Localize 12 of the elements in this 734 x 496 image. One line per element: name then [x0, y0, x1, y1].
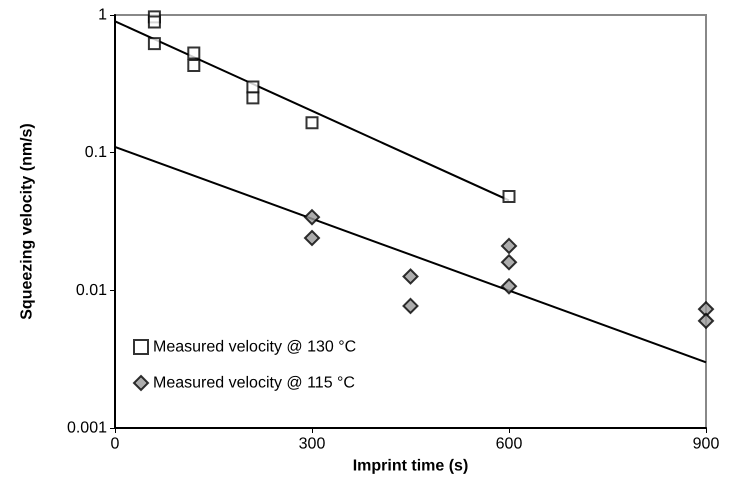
y-axis-title: Squeezing velocity (nm/s) [18, 123, 36, 320]
y-tick-label: 0.001 [66, 420, 108, 436]
y-tick-label: 0.1 [84, 144, 108, 162]
x-tick-label: 600 [496, 436, 522, 452]
x-axis-title: Imprint time (s) [352, 458, 468, 474]
x-tick-label: 300 [298, 436, 326, 452]
y-tick-label: 1 [98, 6, 108, 24]
x-tick-label: 0 [110, 436, 120, 452]
x-tick-label: 900 [692, 436, 720, 452]
legend-label: Measured velocity @ 130 °C [153, 338, 356, 356]
legend-label: Measured velocity @ 115 °C [153, 374, 355, 392]
y-tick-label: 0.01 [76, 282, 108, 299]
